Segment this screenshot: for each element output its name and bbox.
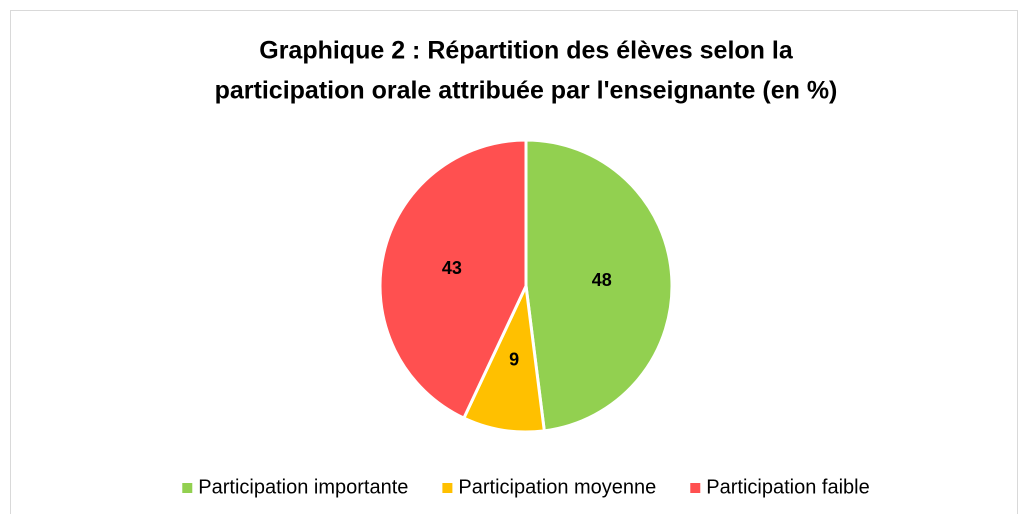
chart-title: participation orale attribuée par l'ense… <box>215 77 838 105</box>
pie-slice <box>524 138 674 433</box>
legend-label: Participation faible <box>706 476 869 498</box>
legend-label: Participation importante <box>198 476 408 498</box>
legend-marker <box>690 483 701 493</box>
pie-slice <box>378 138 528 421</box>
chart-title: Graphique 2 : Répartition des élèves sel… <box>259 37 794 65</box>
legend-label: Participation moyenne <box>458 476 656 498</box>
legend-marker <box>442 483 453 493</box>
data-label: 48 <box>592 270 612 290</box>
pie-slice <box>461 280 546 434</box>
legend-marker <box>182 483 193 493</box>
data-label: 43 <box>442 258 462 278</box>
data-label: 9 <box>509 350 519 370</box>
